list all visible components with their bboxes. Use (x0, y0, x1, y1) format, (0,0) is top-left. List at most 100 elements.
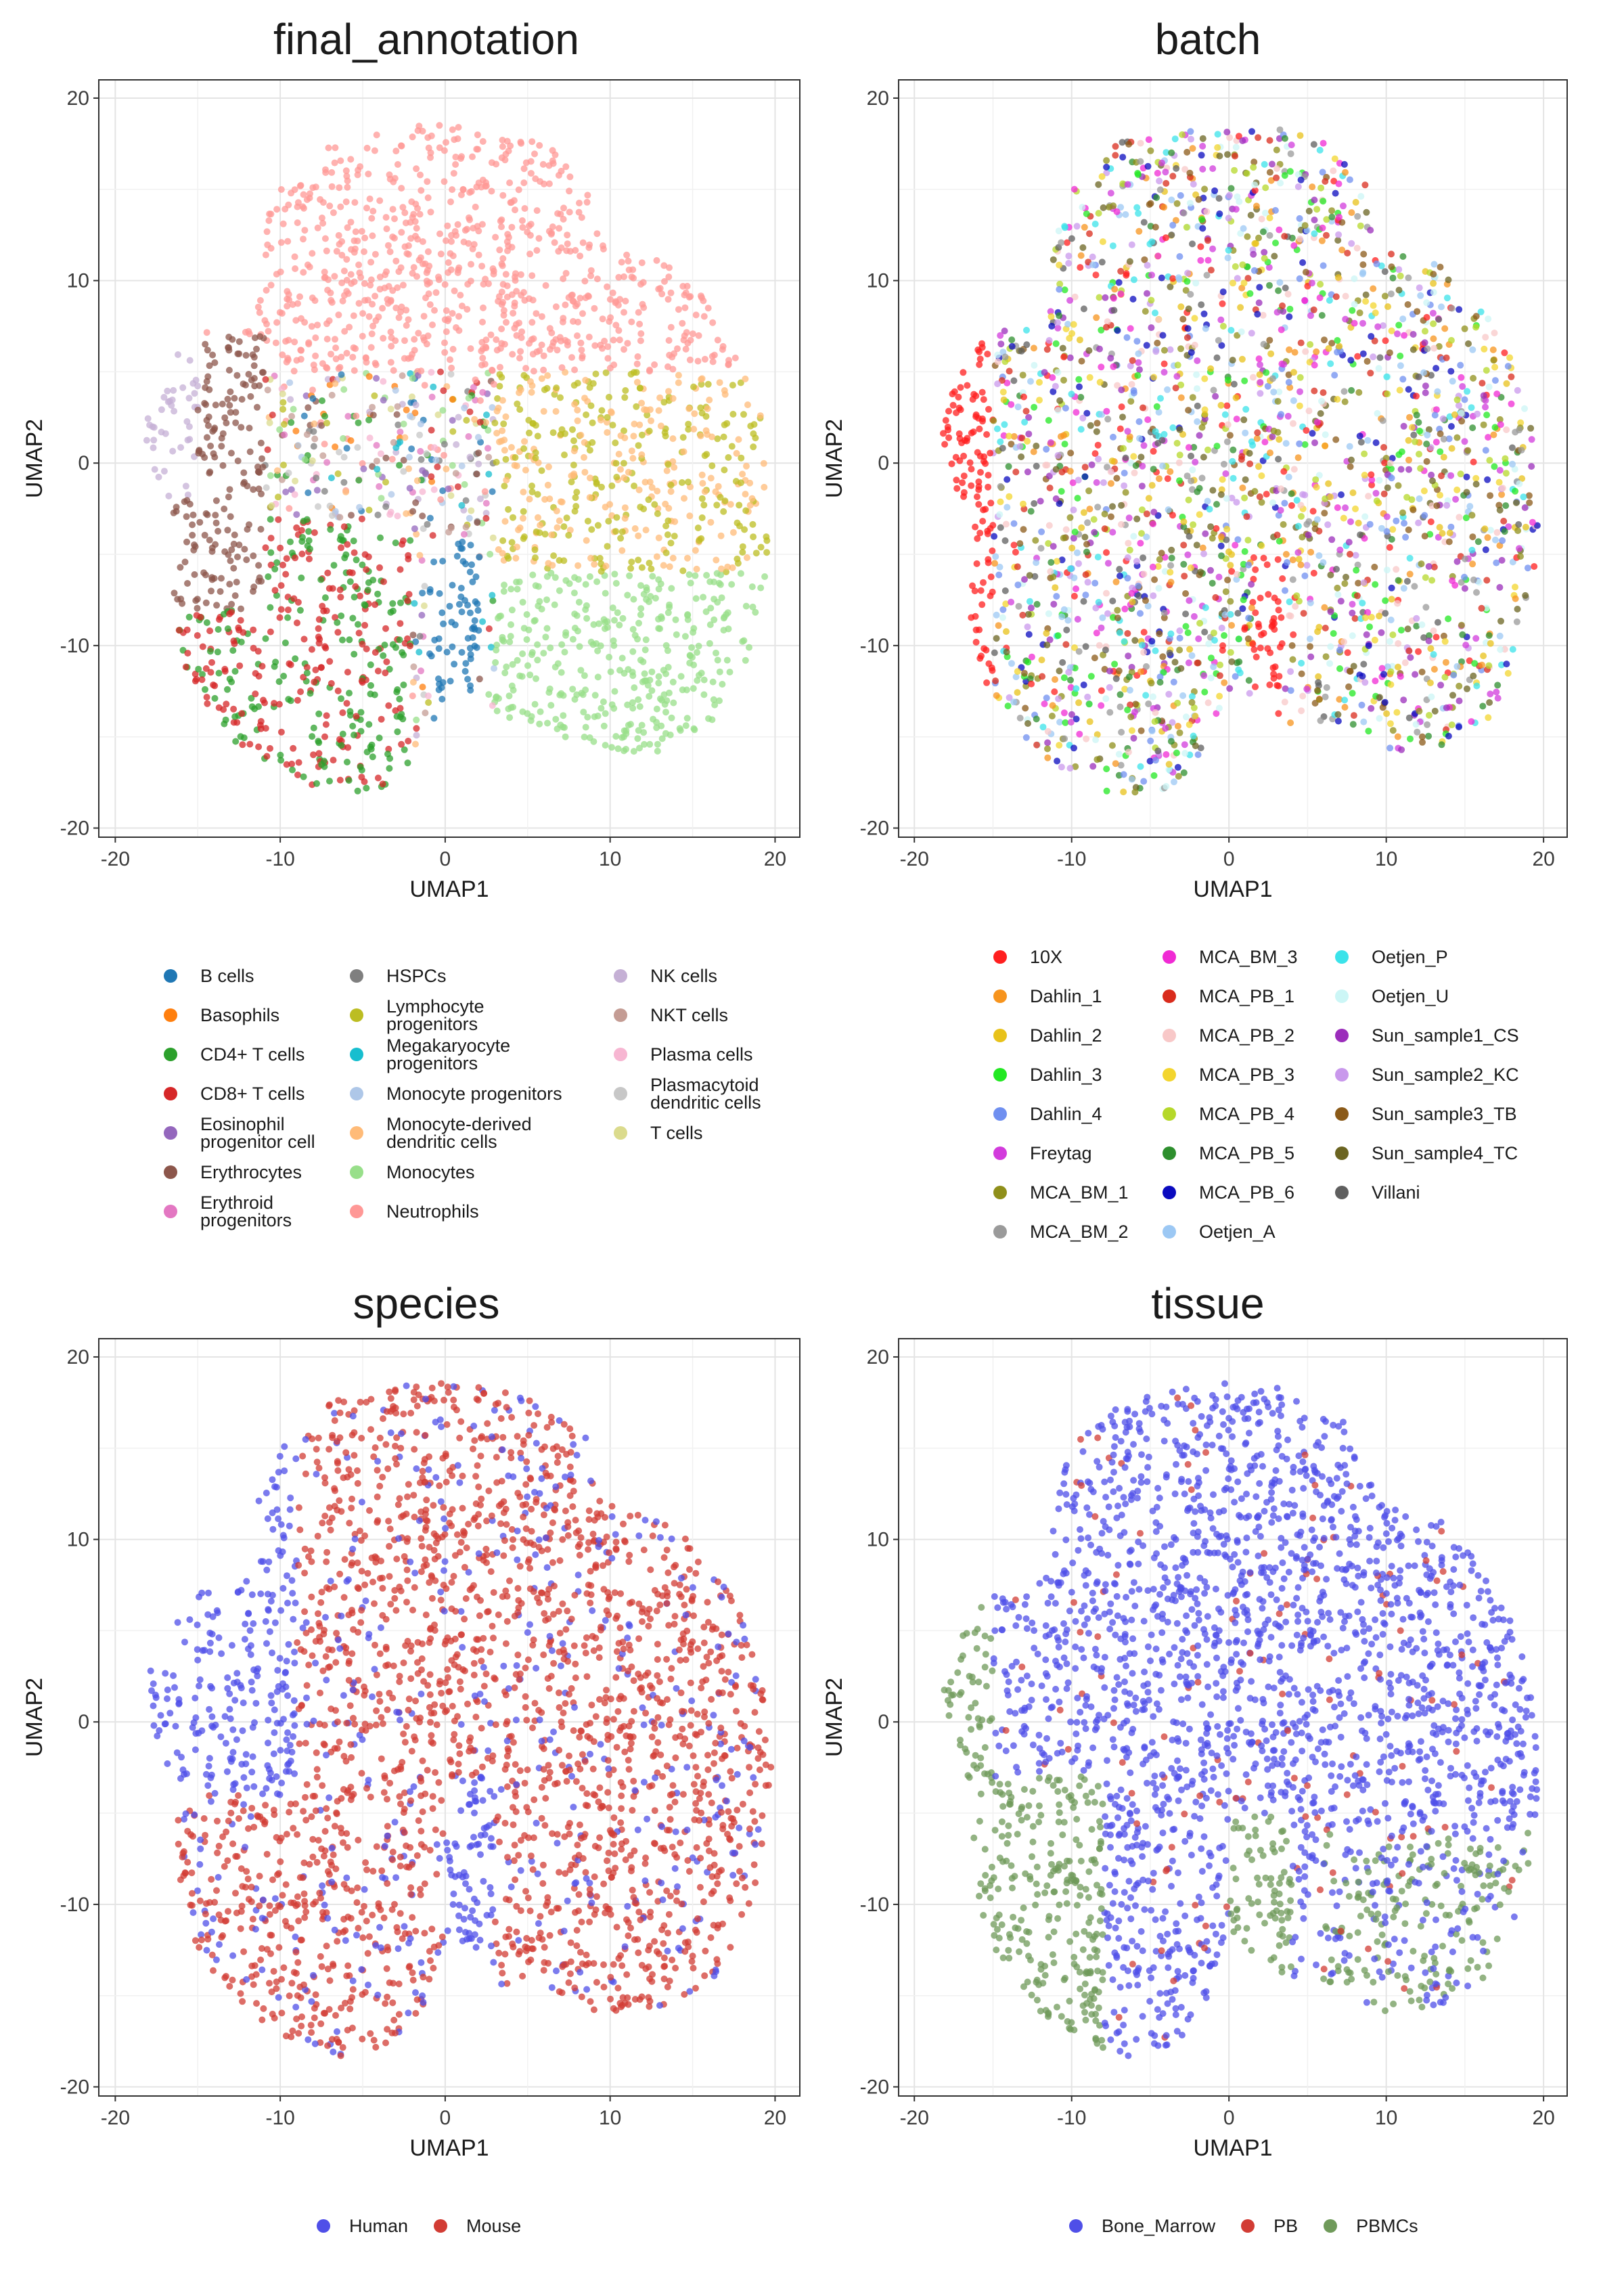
data-point (665, 388, 672, 395)
data-point (1125, 514, 1133, 522)
data-point (398, 142, 405, 150)
data-point (1343, 573, 1349, 581)
data-point (1100, 479, 1107, 487)
data-point (1257, 644, 1264, 652)
data-point (1199, 143, 1206, 150)
data-point (369, 232, 376, 240)
data-point (1154, 252, 1162, 260)
data-point (677, 673, 685, 680)
data-point (342, 551, 350, 558)
data-point (310, 443, 317, 450)
data-point (716, 668, 723, 675)
data-point (1487, 527, 1494, 534)
legend-swatch (350, 1008, 363, 1022)
data-point (380, 397, 387, 404)
data-point (393, 411, 401, 418)
data-point (277, 751, 284, 759)
data-point (418, 612, 426, 619)
data-point (576, 643, 583, 650)
data-point (344, 744, 352, 751)
data-point (1428, 471, 1435, 478)
data-point (1149, 563, 1156, 571)
data-point (1180, 541, 1188, 549)
data-point (999, 614, 1006, 621)
data-point (737, 570, 744, 577)
data-point (1439, 530, 1446, 537)
data-point (273, 319, 281, 326)
data-point (248, 703, 256, 711)
data-point (534, 641, 541, 648)
data-point (1001, 353, 1009, 361)
data-point (1472, 474, 1480, 482)
data-point (392, 386, 399, 394)
data-point (742, 491, 749, 498)
data-point (710, 616, 718, 623)
data-point (1528, 436, 1535, 443)
data-point (1484, 476, 1491, 483)
data-point (1310, 569, 1317, 577)
data-point (679, 686, 686, 694)
data-point (1098, 363, 1105, 371)
data-point (1115, 279, 1123, 286)
data-point (310, 724, 317, 732)
data-point (1453, 486, 1461, 493)
data-point (1315, 696, 1323, 703)
data-point (604, 429, 611, 436)
data-point (1264, 382, 1271, 390)
legend-swatch (350, 1048, 363, 1061)
data-point (636, 744, 643, 752)
data-point (987, 449, 994, 457)
data-point (1434, 388, 1441, 395)
data-point (1086, 374, 1093, 381)
data-point (1262, 184, 1269, 192)
data-point (686, 356, 694, 363)
data-point (978, 652, 985, 660)
data-point (551, 239, 558, 246)
data-point (1227, 327, 1235, 334)
data-point (1140, 629, 1148, 636)
data-point (564, 342, 571, 349)
data-point (1103, 589, 1110, 597)
data-point (527, 378, 534, 385)
data-point (1160, 614, 1168, 621)
data-point (1380, 322, 1386, 330)
data-point (1491, 424, 1499, 431)
data-point (564, 240, 571, 248)
data-point (464, 281, 472, 288)
data-point (1286, 384, 1294, 391)
data-point (146, 422, 154, 428)
data-point (1033, 462, 1040, 470)
data-point (599, 344, 606, 352)
data-point (387, 608, 394, 616)
data-point (1238, 328, 1245, 336)
data-point (994, 351, 1001, 359)
data-point (1362, 298, 1370, 305)
data-point (1242, 405, 1250, 413)
data-point (680, 448, 687, 455)
data-point (1043, 642, 1051, 648)
data-point (1321, 336, 1328, 344)
data-point (1388, 263, 1395, 271)
data-point (707, 604, 715, 612)
data-point (336, 240, 343, 248)
data-point (955, 393, 962, 401)
data-point (151, 466, 158, 473)
data-point (1259, 311, 1267, 319)
data-point (581, 439, 588, 446)
data-point (715, 483, 722, 490)
data-point (498, 216, 505, 223)
data-point (1197, 257, 1204, 264)
data-point (1307, 312, 1314, 319)
data-point (1261, 248, 1268, 256)
data-point (443, 237, 449, 244)
data-point (1313, 483, 1320, 491)
data-point (631, 525, 639, 532)
data-point (361, 234, 369, 242)
data-point (321, 643, 329, 650)
data-point (634, 735, 641, 742)
data-point (279, 405, 287, 413)
data-point (321, 235, 329, 242)
data-point (707, 518, 715, 526)
data-point (424, 332, 432, 340)
data-point (1144, 602, 1152, 610)
